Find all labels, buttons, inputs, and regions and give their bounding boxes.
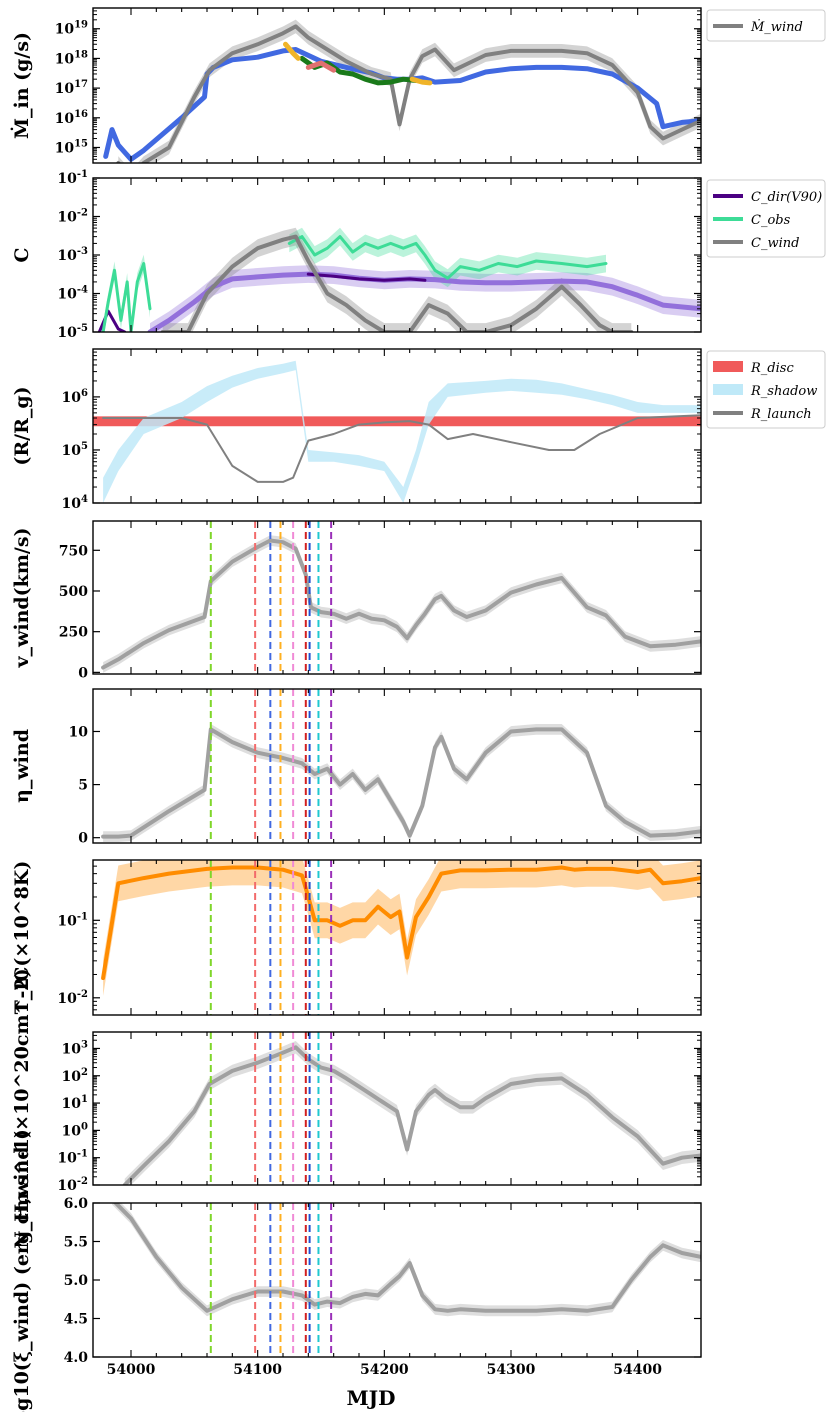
x-tick-label: 54200 [360, 1362, 409, 1378]
panel-frame-eta [92, 688, 702, 844]
series-c-obs-band [289, 227, 606, 288]
panel-tic-lines [101, 865, 701, 980]
panel-mdot-bands [118, 19, 701, 163]
legend-label: C_wind [751, 236, 799, 251]
series--wind-line [116, 24, 701, 163]
vlines-layer [209, 521, 333, 1357]
panel-frame-radius [92, 348, 702, 504]
lines-layer [97, 24, 701, 1313]
y-tick-label: 1016 [55, 109, 88, 127]
legend-label: Ṁ_wind [750, 18, 803, 35]
x-tick-label: 54400 [613, 1362, 662, 1378]
y-tick-label: 10-3 [57, 246, 88, 264]
panel-frame-nh [92, 1031, 702, 1186]
y-axis-label-xi: log10(ξ_wind) (erg cm s^-1) [11, 1129, 33, 1412]
x-tick-label: 54300 [487, 1362, 536, 1378]
panel-xi-lines [112, 1203, 701, 1313]
panel-frame-vwind [92, 520, 702, 675]
y-tick-label: 4.5 [64, 1312, 88, 1328]
series-v-wind-line [101, 538, 701, 670]
series-r-launch-line [102, 414, 701, 483]
y-tick-label: 5.0 [64, 1273, 89, 1289]
y-tick-label: 10-2 [57, 1176, 88, 1194]
y-axis-label-tic: T_IC(×10^8K) [11, 861, 33, 1015]
legend-label: R_disc [750, 361, 794, 376]
y-tick-label: 0 [78, 831, 88, 847]
legend-box-cfrac [706, 179, 826, 258]
legend-box-mdot [706, 9, 826, 42]
legend-swatch [713, 384, 743, 395]
y-tick-label: 1017 [55, 79, 88, 97]
panel-vwind-bands [103, 535, 701, 673]
y-tick-label: 5.5 [64, 1235, 88, 1251]
y-tick-label: 6.0 [64, 1196, 89, 1212]
legend-label: C_dir(V90) [751, 190, 822, 205]
y-tick-label: 106 [62, 388, 88, 406]
x-axis-label: MJD [347, 1386, 396, 1410]
x-tick-label: 54000 [107, 1362, 156, 1378]
panel-frame-mdot [92, 7, 702, 164]
y-axis-label-eta: η_wind [11, 729, 33, 803]
panel-mdot-lines [103, 24, 701, 163]
y-tick-label: 100 [62, 1121, 88, 1139]
x-tick-label: 54100 [233, 1362, 282, 1378]
panel-radius-lines [102, 414, 701, 483]
panel-cfrac-lines [97, 234, 701, 332]
y-tick-label: 105 [62, 441, 88, 459]
legend-label: C_obs [751, 213, 791, 228]
y-tick-label: 10-2 [57, 989, 88, 1007]
y-tick-label: 1019 [55, 20, 88, 38]
y-tick-label: 104 [62, 494, 88, 512]
panel-nh-lines [122, 1045, 701, 1185]
y-axis-label-mdot: Ṁ_in (g/s) [10, 32, 33, 139]
series--wind-band [103, 724, 701, 842]
y-tick-label: 10-1 [57, 1149, 88, 1167]
legend-label: R_shadow [750, 384, 817, 399]
series--wind-line [101, 727, 701, 839]
y-tick-label: 4.0 [64, 1350, 89, 1366]
panel-xi-bands [112, 1203, 701, 1317]
y-tick-label: 1018 [55, 49, 88, 67]
y-tick-label: 1015 [55, 138, 88, 156]
y-tick-label: 101 [62, 1094, 88, 1112]
frames-layer [92, 7, 702, 1358]
y-tick-label: 10-4 [57, 285, 88, 303]
series-c-dir-v90--line [306, 272, 427, 282]
y-axis-label-radius: (R/R_g) [11, 386, 33, 465]
y-tick-label: 0 [78, 665, 88, 681]
y-axis-label-nh: N_H,wind (×10^20cm^-2) [11, 968, 33, 1248]
y-tick-label: 10-1 [57, 911, 88, 929]
panel-vwind-lines [101, 538, 701, 670]
y-axis-label-vwind: v_wind(km/s) [11, 527, 33, 668]
series--wind-band [112, 1203, 701, 1317]
series-v-wind-band [103, 535, 701, 673]
series-c-obs-line [287, 235, 608, 280]
series-c-wind-line [160, 234, 634, 332]
y-tick-label: 102 [62, 1067, 88, 1085]
legend-swatch [713, 361, 743, 372]
y-axis-label-cfrac: C [11, 247, 33, 262]
y-tick-label: 500 [59, 584, 88, 600]
panel-eta-bands [103, 724, 701, 842]
y-tick-label: 750 [59, 543, 88, 559]
y-tick-label: 10-2 [57, 208, 88, 226]
panel-radius-bands [93, 360, 701, 503]
y-tick-label: 5 [78, 778, 88, 794]
series--wind-line [112, 1203, 701, 1313]
series-r-shadow-area [103, 360, 701, 503]
panel-eta-lines [101, 727, 701, 839]
legend-label: R_launch [750, 407, 812, 422]
y-tick-label: 103 [62, 1039, 88, 1057]
y-tick-label: 10-5 [57, 323, 88, 341]
series--wind-band [118, 19, 701, 163]
y-tick-label: 10 [69, 724, 89, 740]
y-tick-label: 10-1 [57, 169, 88, 187]
y-tick-label: 250 [59, 625, 88, 641]
legends-layer: Ṁ_wind C_dir(V90) C_obs C_wind R_disc R_shado… [706, 9, 826, 429]
series-n-h-wind-line [122, 1045, 701, 1185]
